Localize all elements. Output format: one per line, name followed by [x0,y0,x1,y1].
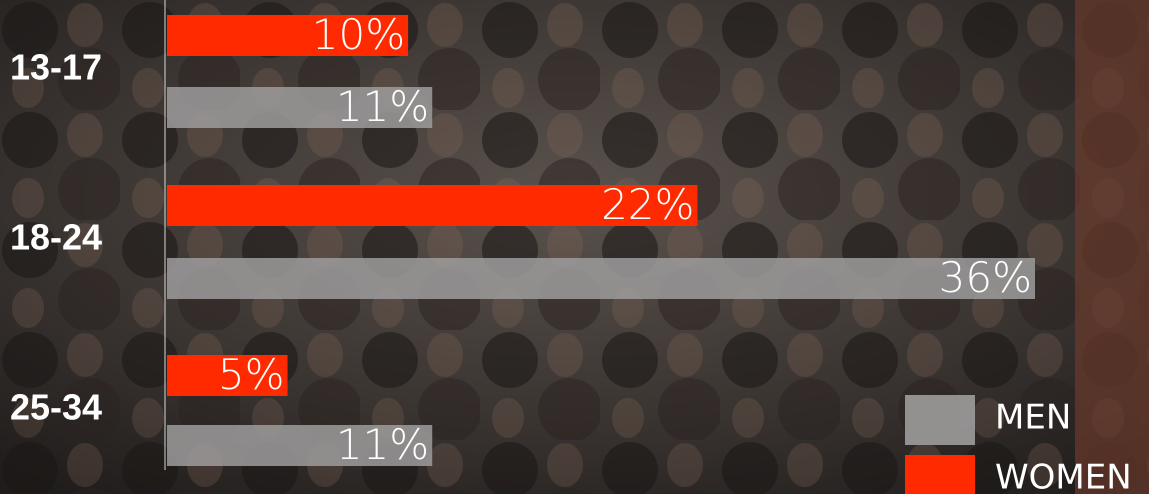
category-label: 25-34 [10,387,102,428]
value-label: 36% [939,253,1032,302]
legend-label: MEN [995,398,1071,438]
legend-label: WOMEN [995,458,1132,494]
brick-wall [1075,0,1149,494]
value-label: 22% [601,180,694,229]
background-texture [0,0,1149,494]
category-label: 13-17 [10,47,102,88]
legend-swatch [905,395,975,445]
bar [167,258,1035,299]
value-label: 11% [336,420,429,469]
legend-swatch [905,455,975,494]
chart: 13-17 10% 11% 18-24 22% 36% 25-34 5% 11% MEN WOMEN [0,0,1149,494]
value-label: 5% [218,350,285,399]
value-label: 11% [336,82,429,131]
category-label: 18-24 [10,217,102,258]
value-label: 10% [312,10,405,59]
